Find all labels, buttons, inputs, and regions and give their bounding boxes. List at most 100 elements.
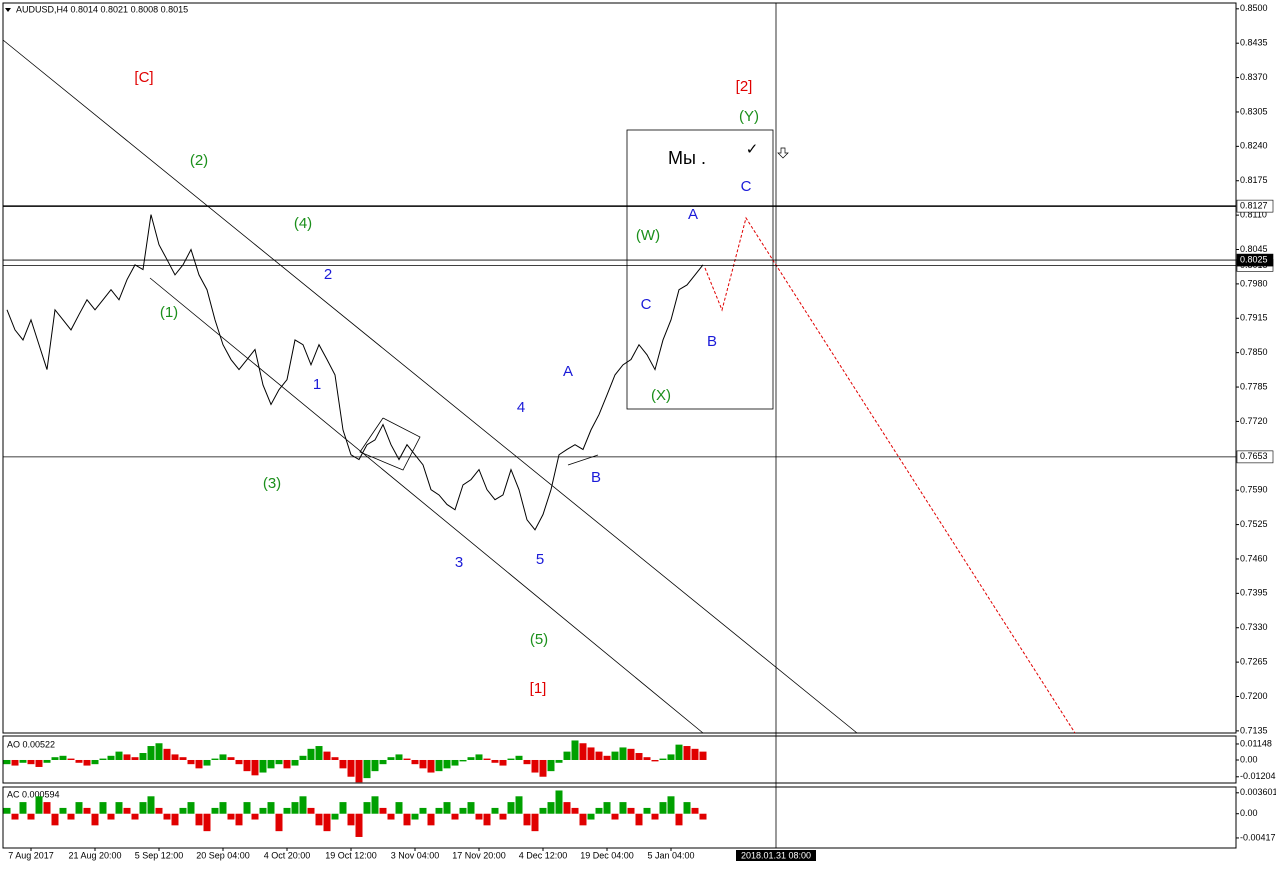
histogram-bar — [3, 807, 11, 814]
histogram-bar — [363, 759, 371, 779]
y-tick-label: 0.8500 — [1240, 3, 1268, 13]
y-tick-label: -0.01204 — [1240, 771, 1276, 781]
wave-label: A — [563, 363, 573, 380]
histogram-bar — [19, 759, 27, 763]
y-tick-label: 0.7720 — [1240, 416, 1268, 426]
histogram-bar — [531, 813, 539, 832]
histogram-bar — [579, 813, 587, 826]
histogram-bar — [331, 813, 339, 820]
histogram-bar — [483, 813, 491, 826]
wave-label: [C] — [134, 69, 153, 86]
histogram-bar — [115, 802, 123, 814]
x-tick-label: 4 Dec 12:00 — [519, 850, 568, 860]
histogram-bar — [259, 807, 267, 814]
x-tick-label: 3 Nov 04:00 — [391, 850, 440, 860]
x-tick-label: 20 Sep 04:00 — [196, 850, 250, 860]
histogram-bar — [571, 740, 579, 760]
histogram-bar — [203, 813, 211, 832]
y-tick-label: 0.8435 — [1240, 38, 1268, 48]
histogram-bar — [619, 747, 627, 760]
histogram-bar — [667, 796, 675, 814]
histogram-bar — [187, 802, 195, 814]
histogram-bar — [563, 802, 571, 814]
histogram-bar — [691, 807, 699, 814]
histogram-bar — [531, 759, 539, 773]
wave-label: 3 — [455, 554, 463, 571]
histogram-bar — [275, 813, 283, 832]
y-tick-label: 0.00 — [1240, 808, 1258, 818]
histogram-bar — [587, 813, 595, 820]
histogram-bar — [483, 758, 491, 760]
histogram-bar — [339, 759, 347, 769]
histogram-bar — [43, 759, 51, 763]
histogram-bar — [315, 746, 323, 760]
histogram-bar — [539, 759, 547, 777]
histogram-bar — [211, 807, 219, 814]
histogram-bar — [643, 757, 651, 760]
histogram-bar — [427, 759, 435, 773]
histogram-bar — [123, 754, 131, 760]
histogram-bar — [643, 807, 651, 814]
histogram-bar — [699, 813, 707, 820]
histogram-bar — [499, 759, 507, 766]
histogram-bar — [27, 813, 35, 820]
y-tick-label: 0.7590 — [1240, 485, 1268, 495]
x-tick-label: 19 Oct 12:00 — [325, 850, 377, 860]
wave-label: 1 — [313, 376, 321, 393]
arrow-icon — [777, 147, 789, 159]
y-tick-label: 0.7330 — [1240, 622, 1268, 632]
histogram-bar — [155, 743, 163, 760]
histogram-bar — [635, 813, 643, 826]
channel-line — [149, 277, 704, 734]
histogram-bar — [675, 813, 683, 826]
histogram-bar — [411, 759, 419, 765]
histogram-bar — [299, 796, 307, 814]
ac-frame — [2, 786, 1237, 849]
histogram-bar — [523, 813, 531, 826]
histogram-bar — [203, 759, 211, 766]
histogram-bar — [419, 807, 427, 814]
histogram-bar — [59, 807, 67, 814]
wave-label: C — [641, 296, 652, 313]
y-tick-label: 0.7525 — [1240, 519, 1268, 529]
chart-title: AUDUSD,H4 0.8014 0.8021 0.8008 0.8015 — [16, 4, 188, 14]
x-tick-label: 5 Sep 12:00 — [135, 850, 184, 860]
wave-label: (3) — [263, 475, 281, 492]
histogram-bar — [195, 813, 203, 826]
histogram-bar — [555, 759, 563, 763]
price-label-box — [1236, 199, 1274, 213]
price-label: 0.7653 — [1240, 451, 1268, 461]
histogram-bar — [523, 759, 531, 765]
histogram-bar — [235, 813, 243, 826]
histogram-bar — [651, 759, 659, 762]
wave-label: B — [591, 469, 601, 486]
histogram-bar — [107, 813, 115, 820]
y-tick-label: 0.7915 — [1240, 313, 1268, 323]
wave-label: Мы . — [668, 148, 706, 168]
y-tick-label: 0.7850 — [1240, 347, 1268, 357]
wave-label: [2] — [736, 78, 753, 95]
x-tick-label: 7 Aug 2017 — [8, 850, 54, 860]
histogram-bar — [35, 796, 43, 814]
histogram-bar — [275, 759, 283, 765]
wave-label: (4) — [294, 215, 312, 232]
forecast-path — [704, 216, 1076, 734]
histogram-bar — [395, 754, 403, 760]
histogram-bar — [667, 754, 675, 760]
histogram-bar — [475, 813, 483, 820]
y-tick-label: 0.8240 — [1240, 141, 1268, 151]
wave-label: (Y) — [739, 108, 759, 125]
y-tick-label: 0.7200 — [1240, 691, 1268, 701]
histogram-bar — [115, 751, 123, 760]
histogram-bar — [107, 755, 115, 760]
histogram-bar — [43, 802, 51, 814]
histogram-bar — [283, 759, 291, 769]
histogram-bar — [11, 813, 19, 820]
histogram-bar — [355, 759, 363, 783]
y-tick-label: 0.8045 — [1240, 244, 1268, 254]
histogram-bar — [75, 802, 83, 814]
wave-label: [1] — [530, 680, 547, 697]
histogram-bar — [307, 748, 315, 760]
histogram-bar — [59, 755, 67, 760]
